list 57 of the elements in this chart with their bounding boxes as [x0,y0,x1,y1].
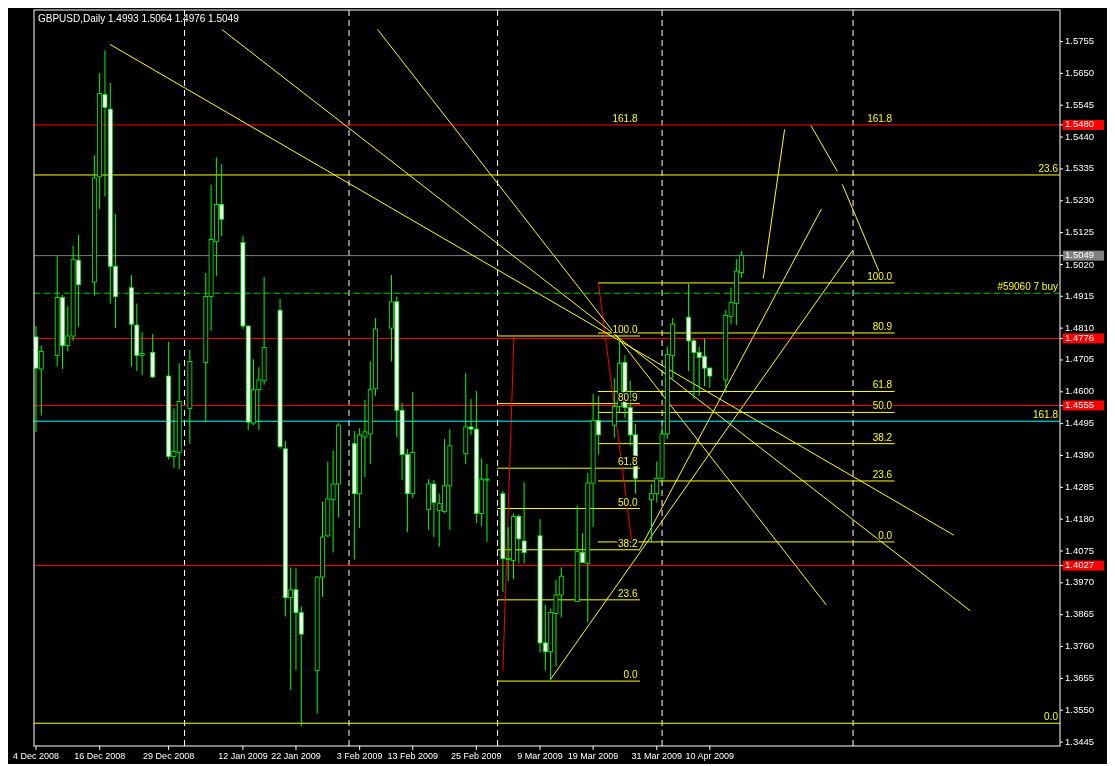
annotation: 61.8 [872,379,893,391]
y-tick-label: 1.5230 [1065,194,1095,206]
x-tick-label: 10 Apr 2009 [685,751,735,761]
y-tick-label: 1.4075 [1065,544,1095,556]
x-tick-label: 25 Feb 2009 [451,751,502,761]
y-tick-label: 1.3760 [1065,640,1095,652]
x-tick-label: 4 Dec 2008 [12,751,60,761]
y-tick-label: 1.5545 [1065,98,1095,110]
y-tick-label: 1.4180 [1065,512,1095,524]
annotation: 161.8 [1032,409,1059,421]
annotation: 0.0 [878,529,893,541]
y-tick-label: 1.5480 [1065,118,1095,130]
annotation: 161.8 [867,112,893,124]
y-tick-label: 1.5650 [1065,66,1095,78]
annotation: 80.9 [872,320,893,332]
y-tick-label: 1.3655 [1065,671,1095,683]
x-tick-label: 29 Dec 2008 [143,751,195,761]
chart-title: GBPUSD,Daily 1.4993 1.5064 1.4976 1.5049 [38,13,240,24]
x-tick-label: 16 Dec 2008 [74,751,126,761]
y-tick-label: 1.4915 [1065,289,1095,301]
y-tick-label: 1.3865 [1065,608,1095,620]
y-tick-label: 1.4555 [1065,398,1095,410]
x-tick-label: 31 Mar 2009 [631,751,683,761]
annotation: 0.0 [1044,711,1059,723]
x-tick-label: 9 Mar 2009 [517,751,563,761]
y-tick-label: 1.4390 [1065,449,1095,460]
y-tick-label: 1.4495 [1065,417,1095,429]
y-tick-label: 1.5440 [1065,130,1095,142]
y-tick-label: 1.5125 [1065,226,1095,238]
y-tick-label: 1.4776 [1065,331,1095,343]
annotation: 23.6 [872,468,893,480]
annotation: 100.0 [867,270,893,282]
y-tick-label: 1.5335 [1065,162,1095,174]
annotation: 50.0 [618,496,638,508]
y-tick-label: 1.3445 [1065,735,1095,747]
annotation: 23.6 [618,587,638,599]
y-tick-label: 1.3970 [1065,576,1095,588]
x-tick-label: 22 Jan 2009 [271,751,321,761]
x-tick-label: 3 Feb 2009 [336,751,383,761]
y-tick-label: 1.4600 [1065,385,1095,397]
y-tick-label: 1.4285 [1065,480,1095,492]
annotation: 23.6 [1038,162,1059,174]
y-tick-label: 1.4810 [1065,321,1095,333]
y-tick-label: 1.5020 [1065,259,1095,271]
y-tick-label: 1.5049 [1065,249,1095,261]
x-tick-label: 13 Feb 2009 [387,751,438,761]
annotation: 0.0 [623,669,638,681]
annotation: #59060 7 buy [997,281,1058,293]
x-tick-label: 12 Jan 2009 [218,751,268,761]
annotation: 161.8 [612,112,638,124]
y-tick-label: 1.4027 [1065,559,1095,571]
y-tick-label: 1.3550 [1065,703,1095,715]
y-tick-label: 1.4705 [1065,353,1095,365]
y-tick-label: 1.5755 [1065,35,1095,47]
x-tick-label: 19 Mar 2009 [567,751,619,761]
annotation: 38.2 [872,431,893,443]
annotation: 100.0 [612,324,638,335]
